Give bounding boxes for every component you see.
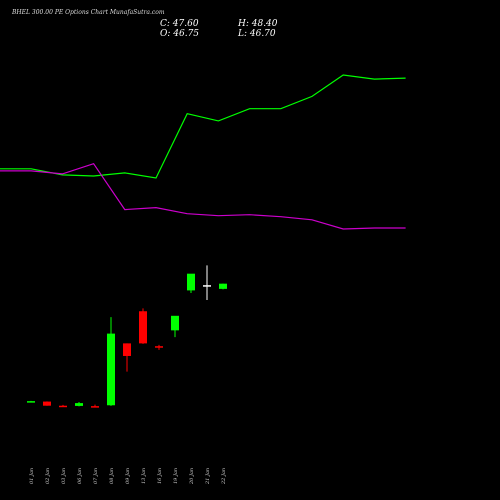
x-tick-label: 02 Jan	[45, 468, 51, 484]
candle-body	[155, 346, 163, 348]
candle-22-jan	[219, 283, 227, 290]
x-tick-label: 13 Jan	[141, 468, 147, 484]
candle-body	[123, 343, 131, 356]
x-tick-label: 20 Jan	[189, 468, 195, 485]
candles	[27, 265, 227, 408]
candle-13-jan	[139, 308, 147, 344]
candle-body	[219, 283, 227, 289]
x-tick-label: 06 Jan	[77, 468, 83, 484]
candle-body	[59, 405, 67, 408]
high-value: H: 48.40	[238, 19, 278, 29]
open-value: O: 46.75	[160, 29, 200, 39]
candle-20-jan	[187, 273, 195, 294]
candle-19-jan	[171, 315, 179, 338]
candle-body	[107, 333, 115, 406]
x-axis-labels: 01 Jan 02 Jan 03 Jan 06 Jan 07 Jan 08 Jan 09 J…	[29, 468, 227, 485]
x-tick-label: 08 Jan	[109, 468, 115, 484]
candle-body	[27, 401, 35, 403]
x-tick-label: 03 Jan	[61, 468, 67, 484]
x-tick-label: 19 Jan	[173, 468, 179, 484]
close-value: C: 47.60	[160, 19, 199, 29]
low-value: L: 46.70	[238, 29, 276, 39]
indicator-lines	[0, 74, 406, 230]
x-tick-label: 01 Jan	[29, 468, 35, 484]
candle-21-jan	[203, 265, 211, 300]
candle-body	[139, 311, 147, 344]
candle-body	[75, 403, 83, 406]
x-tick-label: 21 Jan	[205, 468, 211, 485]
candle-09-jan	[123, 343, 131, 372]
x-tick-label: 07 Jan	[93, 468, 99, 484]
candle-body	[187, 273, 195, 291]
candle-07-jan	[91, 404, 99, 408]
x-tick-label: 22 Jan	[221, 468, 227, 485]
candle-body	[203, 285, 211, 287]
indicator-line-2	[0, 162, 406, 230]
candle-16-jan	[155, 344, 163, 350]
candle-02-jan	[43, 401, 51, 406]
candle-body	[43, 401, 51, 406]
candle-body	[171, 315, 179, 331]
candle-03-jan	[59, 404, 67, 408]
candle-body	[91, 406, 99, 408]
candle-06-jan	[75, 402, 83, 407]
indicator-line-1	[0, 74, 406, 179]
candle-08-jan	[107, 317, 115, 406]
candle-01-jan	[27, 400, 35, 403]
chart-title: BHEL 300.00 PE Options Chart MunafaSutra…	[12, 9, 165, 16]
x-tick-label: 09 Jan	[125, 468, 131, 484]
x-tick-label: 16 Jan	[157, 468, 163, 484]
